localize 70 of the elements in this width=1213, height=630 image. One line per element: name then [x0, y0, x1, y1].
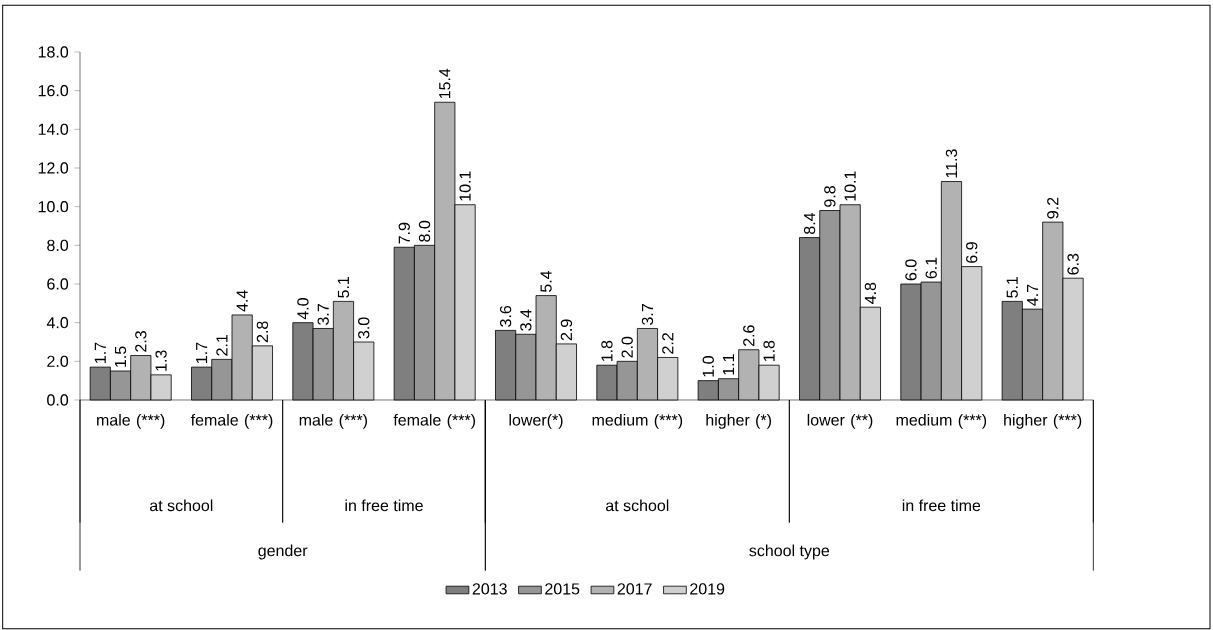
data-label: 1.1 — [723, 354, 735, 375]
y-tick-label: 14.0 — [38, 123, 69, 135]
y-tick-label: 4.0 — [46, 317, 69, 329]
data-label: 1.0 — [702, 356, 714, 377]
x-tick-label: female (***) — [393, 413, 475, 429]
data-label: 1.8 — [763, 340, 775, 362]
data-label: 11.3 — [945, 149, 958, 178]
y-tick-label: 10.0 — [38, 201, 69, 213]
x-tick-label: higher (***) — [1004, 413, 1082, 429]
legend-label: 2017 — [617, 583, 652, 595]
x-tick-label: lower(*) — [509, 413, 563, 429]
text: school type — [749, 544, 830, 560]
data-label: 6.1 — [925, 257, 937, 279]
x-tick-label: higher (*) — [706, 413, 771, 429]
data-label: 1.8 — [601, 340, 613, 362]
data-label: 1.7 — [196, 342, 208, 363]
y-tick-label: 6.0 — [47, 278, 69, 290]
data-label: 9.2 — [1047, 197, 1059, 219]
x-tick-label: female (***) — [190, 413, 273, 429]
data-label: 3.7 — [641, 304, 654, 325]
x-tick-label: lower (**) — [807, 413, 873, 429]
data-label: 3.0 — [358, 317, 370, 339]
legend-label: 2019 — [690, 583, 725, 595]
x-tick-label: medium (***) — [896, 413, 987, 429]
data-label: 2.6 — [743, 325, 755, 346]
data-label: 8.0 — [418, 220, 431, 242]
data-label: 10.1 — [459, 171, 471, 201]
y-tick-label: 12.0 — [38, 162, 69, 174]
text: at school — [149, 499, 213, 512]
data-label: 6.0 — [905, 259, 917, 281]
data-label: 6.9 — [966, 242, 978, 263]
text: in free time — [345, 499, 423, 512]
text: at school — [605, 499, 669, 512]
data-label: 4.7 — [1027, 284, 1039, 306]
legend-label: 2013 — [472, 583, 507, 595]
x-tick-label: male (***) — [97, 413, 165, 429]
data-label: 5.4 — [540, 270, 552, 293]
data-label: 8.4 — [803, 212, 816, 234]
data-label: 3.7 — [317, 304, 329, 325]
data-label: 2.3 — [135, 331, 147, 352]
y-tick-label: 2.0 — [47, 355, 69, 367]
data-label: 2.9 — [560, 319, 573, 341]
x-tick-label: male (***) — [299, 413, 367, 429]
text: in free time — [902, 499, 981, 512]
y-tick-label: 0.0 — [47, 394, 69, 406]
legend-label: 2015 — [545, 583, 580, 595]
data-label: 4.4 — [236, 290, 248, 312]
data-label: 4.8 — [864, 282, 877, 304]
data-label: 1.7 — [94, 342, 106, 363]
data-label: 5.1 — [337, 277, 350, 298]
data-label: 6.3 — [1067, 253, 1079, 275]
data-label: 3.4 — [520, 309, 532, 331]
data-label: 1.3 — [155, 350, 167, 371]
data-label: 2.1 — [216, 335, 228, 356]
data-label: 2.8 — [256, 321, 269, 343]
data-label: 15.4 — [439, 68, 451, 99]
y-tick-label: 8.0 — [47, 239, 69, 251]
y-tick-label: 18.0 — [38, 46, 69, 58]
data-label: 4.0 — [297, 298, 309, 320]
data-label: 5.1 — [1006, 277, 1018, 298]
data-label: 3.6 — [499, 305, 512, 327]
data-label: 9.8 — [824, 186, 836, 207]
y-tick-label: 16.0 — [38, 85, 69, 97]
x-tick-label: medium (***) — [592, 413, 683, 429]
data-label: 2.2 — [662, 333, 674, 354]
data-label: 2.0 — [621, 336, 633, 358]
data-label: 1.5 — [114, 346, 127, 367]
text: gender — [258, 544, 308, 560]
data-label: 10.1 — [844, 171, 856, 201]
data-label: 7.9 — [398, 222, 410, 244]
